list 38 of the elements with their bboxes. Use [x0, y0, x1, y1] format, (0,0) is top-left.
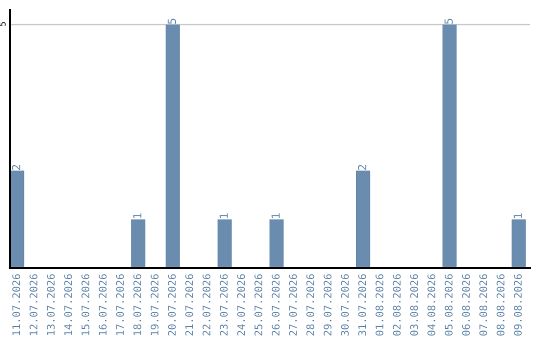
x-tick-label: 06.08.2026	[462, 274, 470, 336]
x-tick-label: 03.08.2026	[410, 274, 418, 336]
x-tick-label: 08.08.2026	[496, 274, 505, 336]
x-tick-label: 21.07.2026	[185, 274, 194, 336]
x-tick-label: 26.07.2026	[272, 274, 280, 336]
data-label: 1	[220, 213, 228, 218]
x-tick-label: 14.07.2026	[64, 274, 72, 336]
data-label: 5	[168, 18, 176, 24]
x-tick-label: 13.07.2026	[46, 274, 55, 336]
x-tick-label: 11.07.2026	[12, 274, 20, 336]
x-tick-label: 19.07.2026	[150, 274, 159, 336]
x-tick-label: 29.07.2026	[324, 274, 332, 336]
x-tick-label: 25.07.2026	[254, 274, 262, 336]
x-tick-label: 16.07.2026	[98, 274, 107, 336]
x-tick-label: 18.07.2026	[133, 274, 142, 336]
x-tick-label: 12.07.2026	[30, 274, 38, 336]
data-label: 2	[358, 164, 366, 170]
x-tick-label: 31.07.2026	[358, 274, 366, 336]
x-tick-label: 22.07.2026	[202, 274, 210, 336]
data-label: 2	[12, 164, 20, 170]
x-tick-label: 05.08.2026	[444, 274, 453, 336]
x-tick-label: 15.07.2026	[81, 274, 90, 336]
data-label: 1	[514, 213, 522, 218]
data-label: 1	[272, 213, 280, 218]
x-tick-label: 30.07.2026	[340, 274, 349, 336]
x-tick-label: 17.07.2026	[116, 274, 124, 336]
data-label: 1	[133, 213, 142, 218]
x-tick-label: 02.08.2026	[392, 274, 401, 336]
x-tick-label: 07.08.2026	[479, 274, 488, 336]
data-label: 5	[444, 18, 453, 24]
x-tick-label: 27.07.2026	[289, 274, 297, 336]
x-tick-label: 23.07.2026	[220, 274, 228, 336]
x-tick-label: 04.08.2026	[427, 274, 436, 336]
x-tick-label: 01.08.2026	[376, 274, 384, 336]
x-tick-label: 20.07.2026	[168, 274, 176, 336]
x-tick-label: 24.07.2026	[237, 274, 246, 336]
x-tick-label: 09.08.2026	[514, 274, 522, 336]
x-tick-label: 28.07.2026	[306, 274, 314, 336]
